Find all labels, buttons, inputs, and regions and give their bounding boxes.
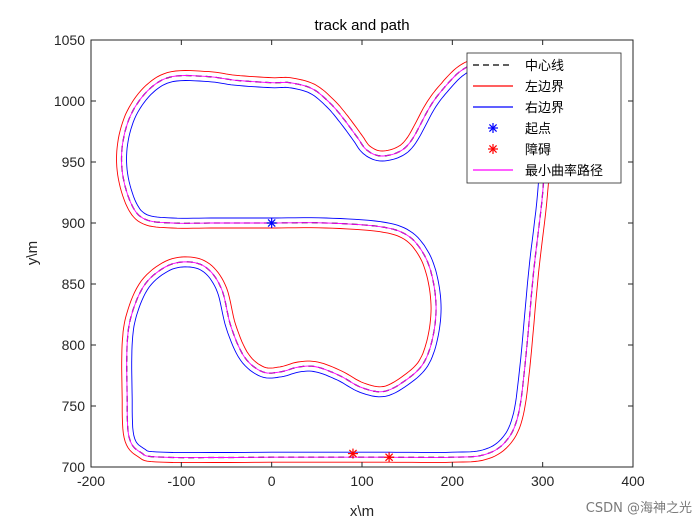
track-curves [116,57,553,464]
x-tick-label: 100 [350,473,374,489]
legend-item: 左边界 [473,80,564,95]
legend-label: 左边界 [525,80,564,95]
x-tick-label: -100 [167,473,195,489]
y-tick-label: 750 [62,398,86,414]
marker-起点 [266,218,277,228]
x-tick-label: 300 [531,473,555,489]
ticks: -200 -100 0 100 200 300 400 700 750 800 850 900 950 1… [54,32,645,489]
x-tick-label: 200 [441,473,465,489]
legend-label: 起点 [525,122,551,137]
legend-item: 右边界 [473,101,564,116]
chart-title: track and path [314,17,409,34]
watermark: CSDN @海神之光 [586,501,692,516]
markers [266,218,395,463]
legend-marker [488,123,498,133]
legend-label: 右边界 [525,101,564,116]
legend-item: 中心线 [473,59,564,74]
y-axis-label: y\m [24,241,41,265]
x-tick-label: 0 [268,473,276,489]
y-tick-label: 1050 [54,32,85,48]
y-tick-label: 900 [62,215,86,231]
x-axis-label: x\m [350,503,374,520]
y-tick-label: 800 [62,337,86,353]
marker-障碍 [384,452,395,463]
series-最小曲率路径 [121,62,548,459]
y-tick-label: 850 [62,276,86,292]
y-tick-label: 700 [62,459,86,475]
series-左边界 [116,57,553,464]
legend-item: 障碍 [488,143,551,158]
legend-marker [488,144,498,154]
legend-item: 起点 [488,122,551,137]
legend-box [466,52,622,184]
marker-障碍 [347,448,358,459]
x-tick-label: 400 [621,473,645,489]
legend-label: 障碍 [525,143,551,158]
y-tick-label: 1000 [54,93,85,109]
series-右边界 [126,67,543,454]
legend-label: 中心线 [525,59,564,74]
y-tick-label: 950 [62,154,86,170]
legend-item: 最小曲率路径 [473,163,603,179]
x-tick-label: -200 [77,473,105,489]
legend-label: 最小曲率路径 [525,163,603,179]
